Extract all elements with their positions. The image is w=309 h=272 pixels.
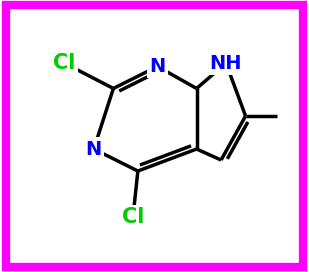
Text: NH: NH: [210, 54, 242, 73]
Text: Cl: Cl: [122, 207, 144, 227]
Text: N: N: [86, 140, 102, 159]
Text: Cl: Cl: [53, 53, 76, 73]
Text: N: N: [149, 57, 166, 76]
